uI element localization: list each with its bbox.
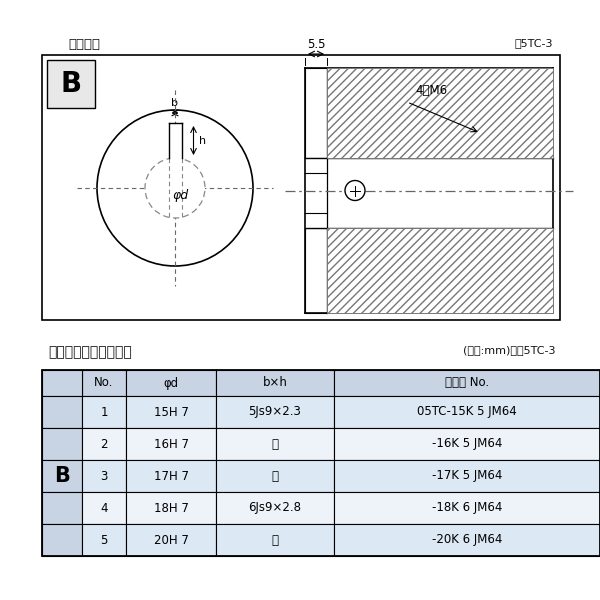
Bar (334, 524, 600, 556)
Bar (327, 68, 553, 158)
Text: 図5TC-3: 図5TC-3 (515, 38, 553, 48)
Bar (126, 396, 216, 428)
Bar (82, 396, 126, 428)
Bar (42, 55, 560, 320)
Bar (42, 370, 82, 396)
Text: 3: 3 (100, 469, 107, 482)
Text: -16K 5 JM64: -16K 5 JM64 (432, 437, 502, 451)
Text: 6Js9×2.8: 6Js9×2.8 (248, 502, 302, 514)
Bar (82, 460, 126, 492)
Bar (126, 460, 216, 492)
Text: No.: No. (94, 377, 113, 389)
Bar (82, 492, 126, 524)
Text: B: B (54, 466, 70, 486)
Bar (334, 460, 600, 492)
Text: 15H 7: 15H 7 (154, 406, 188, 419)
Bar (42, 524, 82, 556)
Text: b: b (172, 98, 179, 108)
Text: -17K 5 JM64: -17K 5 JM64 (432, 469, 502, 482)
Bar (305, 158, 553, 228)
Bar (42, 492, 82, 524)
Circle shape (97, 110, 253, 266)
Bar (82, 524, 126, 556)
Bar (82, 370, 126, 396)
Text: 17H 7: 17H 7 (154, 469, 188, 482)
Text: -20K 6 JM64: -20K 6 JM64 (432, 533, 502, 547)
Text: -18K 6 JM64: -18K 6 JM64 (432, 502, 502, 514)
Text: 2: 2 (100, 437, 108, 451)
Bar (216, 460, 334, 492)
Bar (42, 370, 600, 556)
Bar (47, 60, 95, 108)
Text: 軸穴形状コード一覧表: 軸穴形状コード一覧表 (48, 345, 132, 359)
Text: コード No.: コード No. (445, 377, 489, 389)
Circle shape (345, 181, 365, 200)
Bar (82, 428, 126, 460)
Text: 20H 7: 20H 7 (154, 533, 188, 547)
Bar (216, 370, 334, 396)
Text: φd: φd (172, 190, 188, 202)
Bar (42, 460, 82, 492)
Bar (126, 428, 216, 460)
Text: 5.5: 5.5 (307, 38, 325, 51)
Bar (216, 492, 334, 524)
Bar (126, 524, 216, 556)
Text: 1: 1 (100, 406, 108, 419)
Bar (42, 396, 82, 428)
Text: 4－M6: 4－M6 (415, 83, 447, 97)
Circle shape (145, 158, 205, 218)
Text: B: B (61, 70, 82, 98)
Bar (327, 228, 553, 313)
Bar (126, 492, 216, 524)
Text: 18H 7: 18H 7 (154, 502, 188, 514)
Text: 05TC-15K 5 JM64: 05TC-15K 5 JM64 (417, 406, 517, 419)
Bar (305, 68, 327, 158)
Bar (216, 524, 334, 556)
Text: (単位:mm)　表5TC-3: (単位:mm) 表5TC-3 (463, 345, 555, 355)
Bar (216, 396, 334, 428)
Bar (334, 396, 600, 428)
Bar (334, 492, 600, 524)
Text: 5: 5 (100, 533, 107, 547)
Text: 〃: 〃 (271, 469, 278, 482)
Text: 16H 7: 16H 7 (154, 437, 188, 451)
Text: 5Js9×2.3: 5Js9×2.3 (248, 406, 301, 419)
Text: φd: φd (163, 377, 179, 389)
Text: 軸穴形状: 軸穴形状 (68, 38, 100, 51)
Text: 〃: 〃 (271, 533, 278, 547)
Bar (305, 228, 327, 313)
Bar (42, 428, 82, 460)
Text: h: h (199, 136, 206, 145)
Bar (126, 370, 216, 396)
Text: b×h: b×h (263, 377, 287, 389)
Bar (169, 123, 182, 163)
Text: 4: 4 (100, 502, 108, 514)
Bar (334, 428, 600, 460)
Text: 〃: 〃 (271, 437, 278, 451)
Bar (216, 428, 334, 460)
Bar (334, 370, 600, 396)
